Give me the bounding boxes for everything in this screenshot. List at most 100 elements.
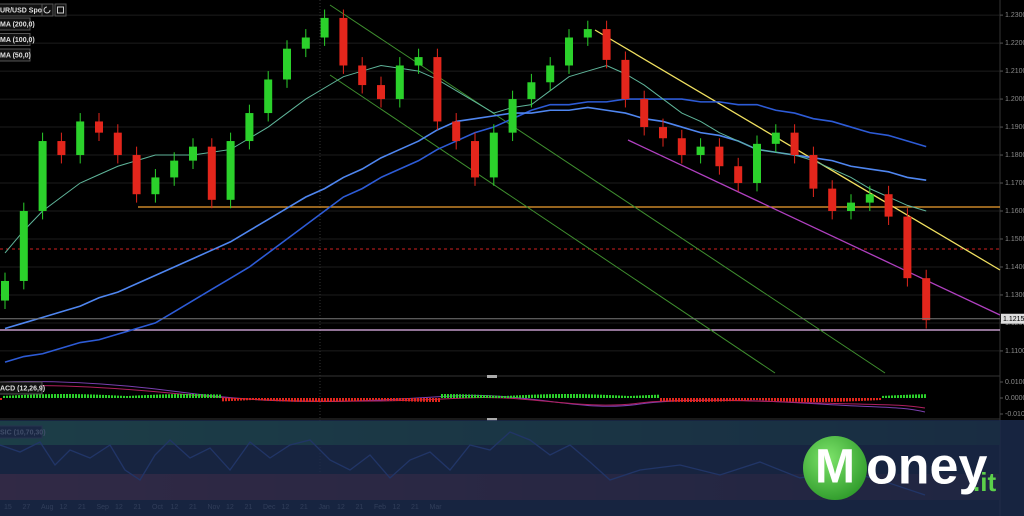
macd-bar [66,394,68,398]
macd-bar [870,398,872,401]
macd-bar [786,398,788,402]
macd-bar [456,394,458,398]
macd-bar [696,398,698,402]
candle-body [1,280,9,301]
macd-bar [144,395,146,398]
macd-bar [282,398,284,402]
macd-bar [201,394,203,398]
macd-bar [690,398,692,402]
macd-bar [609,395,611,398]
macd-bar [540,394,542,398]
macd-bar [627,395,629,398]
macd-bar [276,398,278,402]
macd-bar [432,398,434,402]
macd-bar [96,394,98,398]
macd-bar [111,395,113,398]
macd-bar [723,398,725,402]
macd-bar [192,394,194,398]
candle-body [621,59,630,100]
macd-bar [27,394,29,398]
macd-bar [522,395,524,398]
macd-bar [387,398,389,401]
y-tick-label: 1.1100 [1005,348,1024,355]
candle-body [715,146,724,167]
macd-bar [0,398,2,400]
legend-box [0,48,31,62]
macd-bar [879,398,881,401]
macd-bar [552,394,554,398]
candle-body [283,48,291,80]
candle-body [57,141,66,156]
macd-bar [702,398,704,402]
macd-bar [882,395,884,398]
candle-body [395,65,404,100]
macd-bar [138,395,140,398]
macd-bar [45,394,47,398]
refresh-button[interactable] [41,3,54,17]
macd-bar [750,398,752,401]
last-price-label: 1.1215 [1003,316,1024,323]
macd-bar [486,395,488,398]
candle-body [377,85,385,100]
macd-bar [438,398,440,402]
candle-body [95,121,103,133]
macd-bar [171,394,173,398]
macd-bar [621,395,623,398]
macd-bar [363,398,365,401]
y-tick-label: 1.2100 [1005,68,1024,75]
settings-button[interactable] [54,3,67,17]
macd-bar [594,394,596,398]
candle-body [19,211,28,281]
macd-bar [894,395,896,398]
macd-bar [354,398,356,402]
panel-handle[interactable] [487,418,497,421]
panel-handle[interactable] [487,375,497,378]
channel-line [329,74,776,374]
legend-box [0,17,31,31]
macd-bar [102,394,104,398]
channel-line [329,4,886,374]
macd-bar [909,394,911,398]
macd-bar [642,395,644,398]
macd-bar [435,398,437,402]
candle-body [753,143,761,184]
macd-bar [402,398,404,402]
macd-bar [270,398,272,401]
macd-bar [495,395,497,398]
macd-bar [570,394,572,398]
macd-bar [291,398,293,402]
macd-bar [828,398,830,402]
macd-bar [876,398,878,401]
macd-bar [54,394,56,398]
macd-bar [897,395,899,398]
macd-bar [660,398,662,402]
macd-bar [831,398,833,402]
y-tick-label: 1.2300 [1005,12,1024,19]
candle-body [640,99,649,128]
macd-bar [375,398,377,401]
macd-bar [105,395,107,398]
macd-bar [765,398,767,401]
macd-bar [159,394,161,398]
macd-bar [120,395,122,398]
macd-bar [162,394,164,398]
macd-bar [852,398,854,402]
macd-bar [792,398,794,402]
macd-bar [3,395,5,398]
logo-initial: M [815,441,855,494]
macd-bar [732,398,734,402]
macd-bar [327,398,329,402]
macd-bar [174,394,176,398]
macd-bar [681,398,683,402]
macd-bar [198,394,200,398]
candle-body [828,188,837,212]
macd-bar [783,398,785,402]
macd-bar [297,398,299,402]
moving-average [4,98,927,363]
macd-bar [60,394,62,398]
y-tick-label: 1.2000 [1005,96,1024,103]
macd-bar [597,394,599,398]
macd-bar [450,394,452,398]
macd-bar [603,394,605,398]
macd-bar [231,398,233,401]
